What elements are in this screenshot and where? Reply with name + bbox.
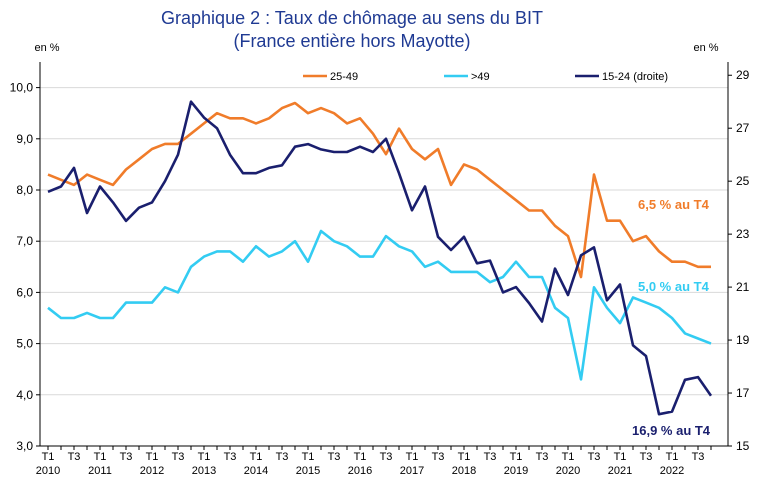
x-year-label: 2010: [36, 465, 60, 477]
x-tick-label: T1: [614, 451, 627, 463]
y-tick-label-left: 9,0: [16, 132, 33, 146]
x-year-label: 2019: [504, 465, 528, 477]
y-tick-label-left: 5,0: [16, 337, 33, 351]
legend-label: 25-49: [330, 71, 358, 83]
x-year-label: 2016: [348, 465, 372, 477]
x-tick-label: T1: [198, 451, 211, 463]
y-tick-label-left: 8,0: [16, 183, 33, 197]
series-layer: [47, 100, 713, 416]
legend-label: 15-24 (droite): [602, 71, 668, 83]
series-line--49: [47, 229, 712, 381]
x-tick-label: T1: [42, 451, 55, 463]
x-tick-label: T1: [250, 451, 263, 463]
annotation-label: 6,5 % au T4: [638, 197, 710, 212]
y-tick-label-right: 19: [736, 333, 750, 347]
x-year-label: 2013: [192, 465, 216, 477]
y-tick-label-right: 21: [736, 280, 750, 294]
x-tick-label: T3: [588, 451, 601, 463]
x-tick-label: T3: [120, 451, 133, 463]
series-line-15-24-droite-: [47, 100, 713, 416]
x-tick-label: T3: [172, 451, 185, 463]
x-tick-label: T1: [458, 451, 471, 463]
x-year-label: 2012: [140, 465, 164, 477]
x-tick-label: T3: [276, 451, 289, 463]
legend: 25-49 >49 15-24 (droite): [303, 71, 668, 83]
x-tick-label: T3: [432, 451, 445, 463]
y-tick-label-left: 6,0: [16, 285, 33, 299]
y-tick-label-right: 29: [736, 68, 750, 82]
y-axis-right: 15 17 19 21 23 25 27 29: [728, 68, 750, 453]
y-tick-label-left: 7,0: [16, 234, 33, 248]
annotation-label: 16,9 % au T4: [632, 423, 711, 438]
x-year-label: 2011: [88, 465, 112, 477]
x-tick-label: T3: [224, 451, 237, 463]
y-tick-label-left: 10,0: [10, 81, 34, 95]
annotations: 6,5 % au T4 5,0 % au T4 16,9 % au T4: [632, 197, 711, 438]
x-tick-label: T1: [562, 451, 575, 463]
x-tick-label: T1: [302, 451, 315, 463]
x-year-label: 2022: [660, 465, 684, 477]
y-unit-left: en %: [34, 42, 59, 54]
y-unit-right: en %: [693, 42, 718, 54]
annotation-label: 5,0 % au T4: [638, 279, 710, 294]
x-year-label: 2017: [400, 465, 424, 477]
x-year-label: 2014: [244, 465, 268, 477]
y-tick-label-right: 27: [736, 121, 750, 135]
y-tick-label-right: 17: [736, 386, 750, 400]
axes: [39, 62, 729, 447]
x-tick-label: T1: [146, 451, 159, 463]
y-tick-label-left: 4,0: [16, 388, 33, 402]
x-year-label: 2018: [452, 465, 476, 477]
x-tick-label: T3: [68, 451, 81, 463]
x-axis: T1 2010 T3 T1 2011 T3 T1 2012 T3 T1 2013 T3 T1 2014 T3…: [36, 446, 712, 477]
x-tick-label: T3: [484, 451, 497, 463]
x-year-label: 2021: [608, 465, 632, 477]
x-tick-label: T1: [666, 451, 679, 463]
y-tick-label-right: 25: [736, 174, 750, 188]
y-tick-label-left: 3,0: [16, 439, 33, 453]
x-tick-label: T3: [692, 451, 705, 463]
x-year-label: 2020: [556, 465, 580, 477]
x-tick-label: T3: [640, 451, 653, 463]
x-tick-label: T3: [380, 451, 393, 463]
y-axis-left: 3,0 4,0 5,0 6,0 7,0 8,0 9,0 10,0: [10, 81, 40, 453]
chart-title: Graphique 2 : Taux de chômage au sens du…: [161, 8, 543, 28]
y-tick-label-right: 23: [736, 227, 750, 241]
grid: [40, 87, 728, 396]
x-tick-label: T1: [406, 451, 419, 463]
x-tick-label: T1: [510, 451, 523, 463]
chart-subtitle: (France entière hors Mayotte): [233, 31, 470, 51]
y-tick-label-right: 15: [736, 439, 750, 453]
x-tick-label: T3: [536, 451, 549, 463]
x-tick-label: T1: [94, 451, 107, 463]
legend-label: >49: [471, 71, 490, 83]
x-tick-label: T3: [328, 451, 341, 463]
x-tick-label: T1: [354, 451, 367, 463]
x-year-label: 2015: [296, 465, 320, 477]
